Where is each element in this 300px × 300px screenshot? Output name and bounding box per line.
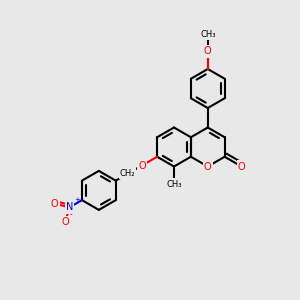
Text: -: -	[70, 211, 73, 220]
Text: CH₃: CH₃	[166, 179, 182, 188]
Text: CH₃: CH₃	[200, 30, 215, 39]
Text: O: O	[138, 160, 146, 170]
Text: N: N	[66, 202, 73, 212]
Text: O: O	[238, 161, 245, 172]
Text: O: O	[61, 217, 69, 227]
Text: O: O	[204, 161, 212, 172]
Text: +: +	[75, 197, 81, 203]
Text: CH₂: CH₂	[120, 169, 135, 178]
Text: O: O	[204, 46, 212, 56]
Text: O: O	[51, 199, 58, 208]
